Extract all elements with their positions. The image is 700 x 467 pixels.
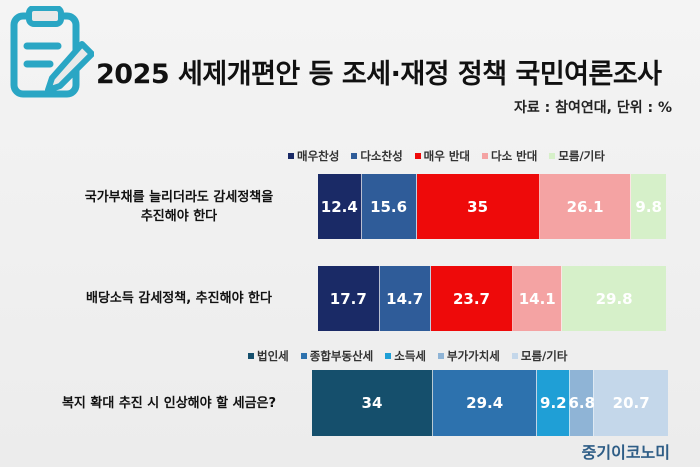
category-label-line: 추진해야 한다: [140, 208, 218, 224]
data-label: 12.4: [320, 197, 358, 216]
legend-swatch: [288, 153, 294, 159]
legend-swatch: [351, 153, 358, 159]
legend-label: 법인세: [257, 349, 289, 363]
bar-segment: 12.4: [318, 174, 362, 239]
data-label: 29.4: [466, 394, 504, 412]
bar-segment: 6.8: [568, 370, 596, 436]
bar-segment: 35: [416, 174, 540, 239]
legend-0: 매우찬성 다소찬성 매우 반대 다소 반대 모름/기타: [288, 148, 605, 164]
legend-swatch: [549, 153, 556, 159]
legend-item: 소득세: [385, 348, 426, 364]
bar-segment: 17.7: [318, 266, 380, 331]
brand-logo: 중기이코노미: [581, 443, 670, 462]
stacked-bar: 12.4 15.6 35 26.1 9.8: [318, 174, 666, 239]
category-label-line: 국가부채를 늘리더라도 감세정책을: [84, 189, 274, 205]
legend-swatch: [248, 353, 254, 359]
legend-label: 매우 반대: [423, 149, 470, 163]
legend-swatch: [481, 153, 488, 159]
bar-segment: 26.1: [539, 174, 632, 239]
bar-segment: 15.6: [361, 174, 417, 239]
data-label: 34: [361, 394, 383, 412]
legend-item: 모름/기타: [511, 348, 568, 364]
stacked-bar: 34 29.4 9.2 6.8 20.7: [312, 370, 668, 436]
bar-segment: 20.7: [594, 370, 668, 436]
bar-segment: 14.7: [379, 266, 431, 331]
bar-segment: 29.8: [562, 266, 666, 331]
legend-swatch: [414, 153, 421, 159]
legend-label: 소득세: [394, 349, 426, 363]
category-label: 배당소득 감세정책, 추진해야 한다: [48, 289, 310, 308]
chart-title: 2025 세제개편안 등 조세·재정 정책 국민여론조사: [96, 59, 662, 90]
bar-segment: 14.1: [513, 266, 563, 331]
data-label: 9.2: [540, 394, 567, 412]
source-note: 자료 : 참여연대, 단위 : %: [514, 100, 672, 116]
legend-item: 모름/기타: [549, 148, 605, 164]
data-label: 14.7: [386, 289, 424, 308]
legend-label: 종합부동산세: [309, 349, 374, 363]
legend-item: 종합부동산세: [300, 348, 374, 364]
category-label: 복지 확대 추진 시 인상해야 할 세금은?: [34, 394, 304, 413]
bar-segment: 23.7: [430, 266, 514, 331]
legend-label: 모름/기타: [558, 149, 605, 163]
legend-label: 모름/기타: [520, 349, 568, 363]
data-label: 17.7: [329, 289, 367, 308]
clipboard-pencil-icon: [10, 6, 94, 98]
legend-item: 매우찬성: [288, 148, 339, 164]
bar-segment: 9.8: [631, 174, 666, 239]
legend-swatch: [511, 353, 518, 359]
legend-item: 부가가치세: [437, 348, 500, 364]
legend-swatch: [437, 353, 444, 359]
data-label: 29.8: [595, 289, 633, 308]
category-label-line: 복지 확대 추진 시 인상해야 할 세금은?: [61, 395, 277, 411]
data-label: 35: [467, 197, 489, 216]
bar-segment: 9.2: [537, 370, 571, 436]
data-label: 14.1: [518, 289, 556, 308]
data-label: 9.8: [635, 197, 662, 216]
legend-label: 매우찬성: [297, 149, 340, 163]
legend-item: 법인세: [248, 348, 289, 364]
legend-item: 다소 반대: [481, 148, 538, 164]
legend-label: 다소찬성: [360, 149, 403, 163]
bar-segment: 29.4: [432, 370, 538, 436]
legend-item: 다소찬성: [351, 148, 403, 164]
legend-swatch: [300, 353, 307, 359]
data-label: 26.1: [566, 197, 604, 216]
bar-segment: 34: [312, 370, 433, 436]
legend-item: 매우 반대: [414, 148, 470, 164]
data-label: 20.7: [612, 394, 650, 412]
legend-1: 법인세 종합부동산세 소득세 부가가치세 모름/기타: [248, 348, 567, 364]
data-label: 6.8: [568, 394, 596, 412]
legend-swatch: [385, 353, 392, 359]
data-label: 15.6: [370, 197, 408, 216]
legend-label: 부가가치세: [446, 349, 500, 363]
stacked-bar: 17.7 14.7 23.7 14.1 29.8: [318, 266, 666, 331]
data-label: 23.7: [452, 289, 490, 308]
legend-label: 다소 반대: [490, 149, 538, 163]
category-label-line: 배당소득 감세정책, 추진해야 한다: [86, 291, 272, 306]
